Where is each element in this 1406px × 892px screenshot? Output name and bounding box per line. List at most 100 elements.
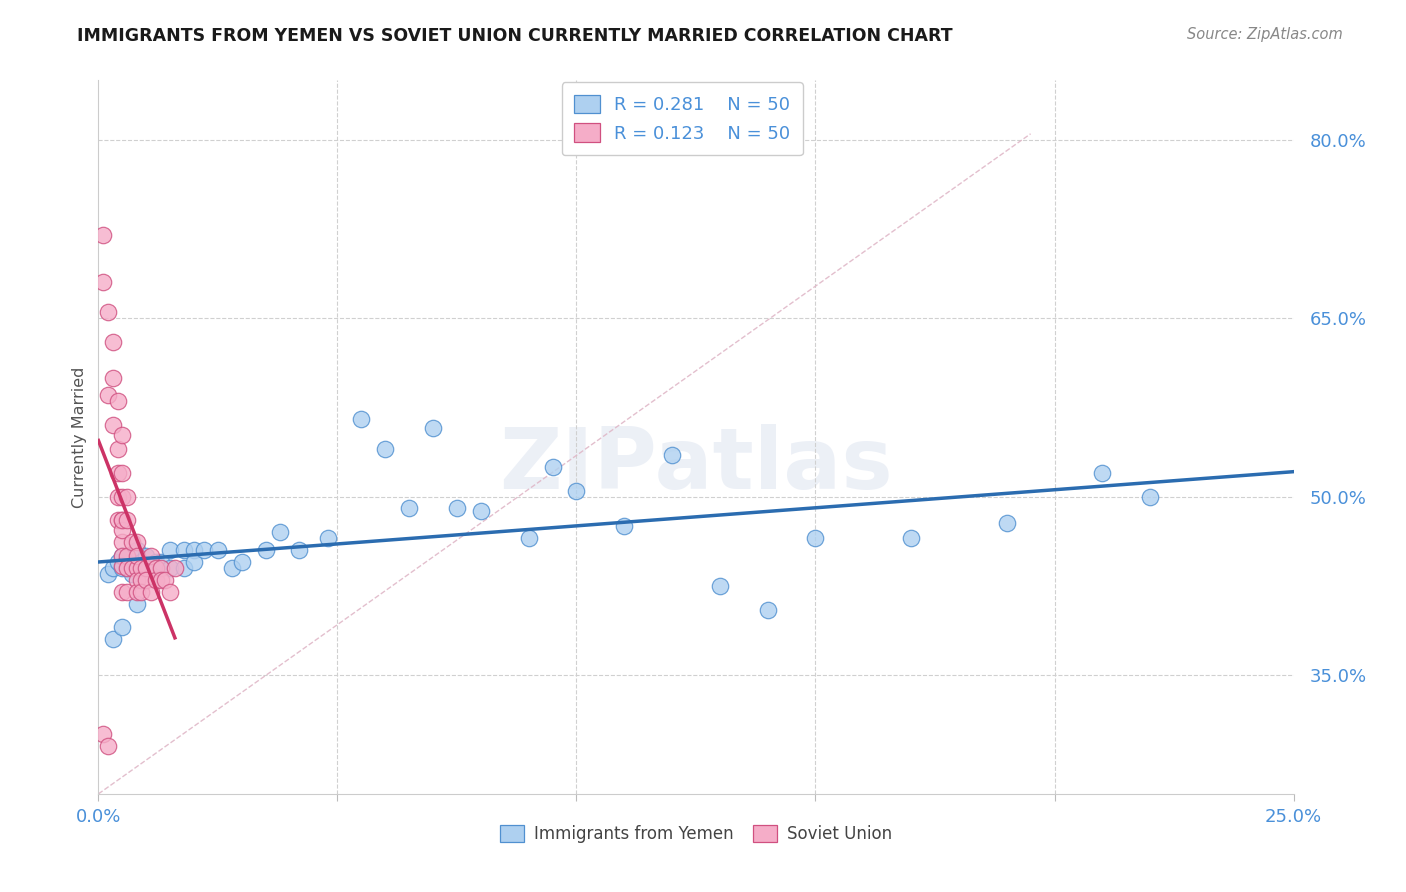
Point	[470, 504, 492, 518]
Point	[111, 523, 134, 537]
Legend: Immigrants from Yemen, Soviet Union: Immigrants from Yemen, Soviet Union	[494, 818, 898, 850]
Point	[149, 573, 172, 587]
Point	[350, 412, 373, 426]
Point	[115, 490, 138, 504]
Point	[107, 466, 129, 480]
Point	[115, 549, 138, 563]
Point	[422, 420, 444, 434]
Point	[101, 632, 124, 647]
Point	[221, 561, 243, 575]
Point	[111, 513, 134, 527]
Point	[756, 602, 779, 616]
Point	[135, 561, 157, 575]
Point	[111, 513, 134, 527]
Point	[231, 555, 253, 569]
Point	[155, 573, 177, 587]
Point	[115, 584, 138, 599]
Point	[111, 558, 134, 573]
Point	[101, 418, 124, 433]
Point	[125, 534, 148, 549]
Point	[254, 543, 277, 558]
Point	[107, 513, 129, 527]
Point	[139, 584, 162, 599]
Point	[97, 388, 120, 402]
Point	[131, 584, 153, 599]
Point	[398, 501, 420, 516]
Point	[145, 555, 167, 569]
Point	[193, 543, 215, 558]
Point	[111, 427, 134, 442]
Point	[131, 555, 153, 569]
Point	[111, 490, 134, 504]
Point	[135, 573, 157, 587]
Point	[125, 549, 148, 563]
Point	[565, 483, 588, 498]
Point	[135, 549, 157, 563]
Point	[115, 561, 138, 575]
Point	[91, 727, 114, 741]
Point	[131, 561, 153, 575]
Point	[145, 561, 167, 575]
Point	[183, 543, 205, 558]
Point	[145, 561, 167, 575]
Point	[111, 584, 134, 599]
Point	[111, 549, 134, 563]
Point	[288, 543, 311, 558]
Point	[125, 561, 148, 575]
Point	[101, 334, 124, 349]
Point	[111, 534, 134, 549]
Point	[115, 561, 138, 575]
Point	[131, 573, 153, 587]
Point	[269, 525, 291, 540]
Point	[900, 531, 922, 545]
Point	[97, 739, 120, 754]
Point	[107, 490, 129, 504]
Point	[159, 543, 181, 558]
Point	[446, 501, 468, 516]
Point	[91, 227, 114, 242]
Point	[125, 561, 148, 575]
Point	[125, 543, 148, 558]
Point	[173, 543, 195, 558]
Text: Source: ZipAtlas.com: Source: ZipAtlas.com	[1187, 27, 1343, 42]
Point	[173, 561, 195, 575]
Point	[159, 561, 181, 575]
Point	[97, 566, 120, 581]
Point	[125, 573, 148, 587]
Point	[159, 584, 181, 599]
Point	[517, 531, 540, 545]
Point	[1091, 466, 1114, 480]
Point	[107, 394, 129, 409]
Point	[145, 573, 167, 587]
Point	[1139, 490, 1161, 504]
Point	[541, 459, 564, 474]
Point	[316, 531, 339, 545]
Point	[374, 442, 396, 456]
Point	[804, 531, 827, 545]
Point	[107, 555, 129, 569]
Point	[995, 516, 1018, 530]
Point	[149, 561, 172, 575]
Point	[121, 561, 143, 575]
Point	[135, 561, 157, 575]
Point	[101, 370, 124, 384]
Point	[709, 579, 731, 593]
Point	[107, 442, 129, 456]
Text: IMMIGRANTS FROM YEMEN VS SOVIET UNION CURRENTLY MARRIED CORRELATION CHART: IMMIGRANTS FROM YEMEN VS SOVIET UNION CU…	[77, 27, 953, 45]
Point	[207, 543, 229, 558]
Point	[139, 549, 162, 563]
Point	[149, 555, 172, 569]
Point	[111, 561, 134, 575]
Point	[125, 597, 148, 611]
Point	[125, 584, 148, 599]
Point	[121, 534, 143, 549]
Point	[111, 549, 134, 563]
Point	[163, 561, 186, 575]
Point	[183, 555, 205, 569]
Point	[121, 566, 143, 581]
Point	[613, 519, 636, 533]
Y-axis label: Currently Married: Currently Married	[72, 367, 87, 508]
Text: ZIPatlas: ZIPatlas	[499, 424, 893, 508]
Point	[91, 276, 114, 290]
Point	[97, 305, 120, 319]
